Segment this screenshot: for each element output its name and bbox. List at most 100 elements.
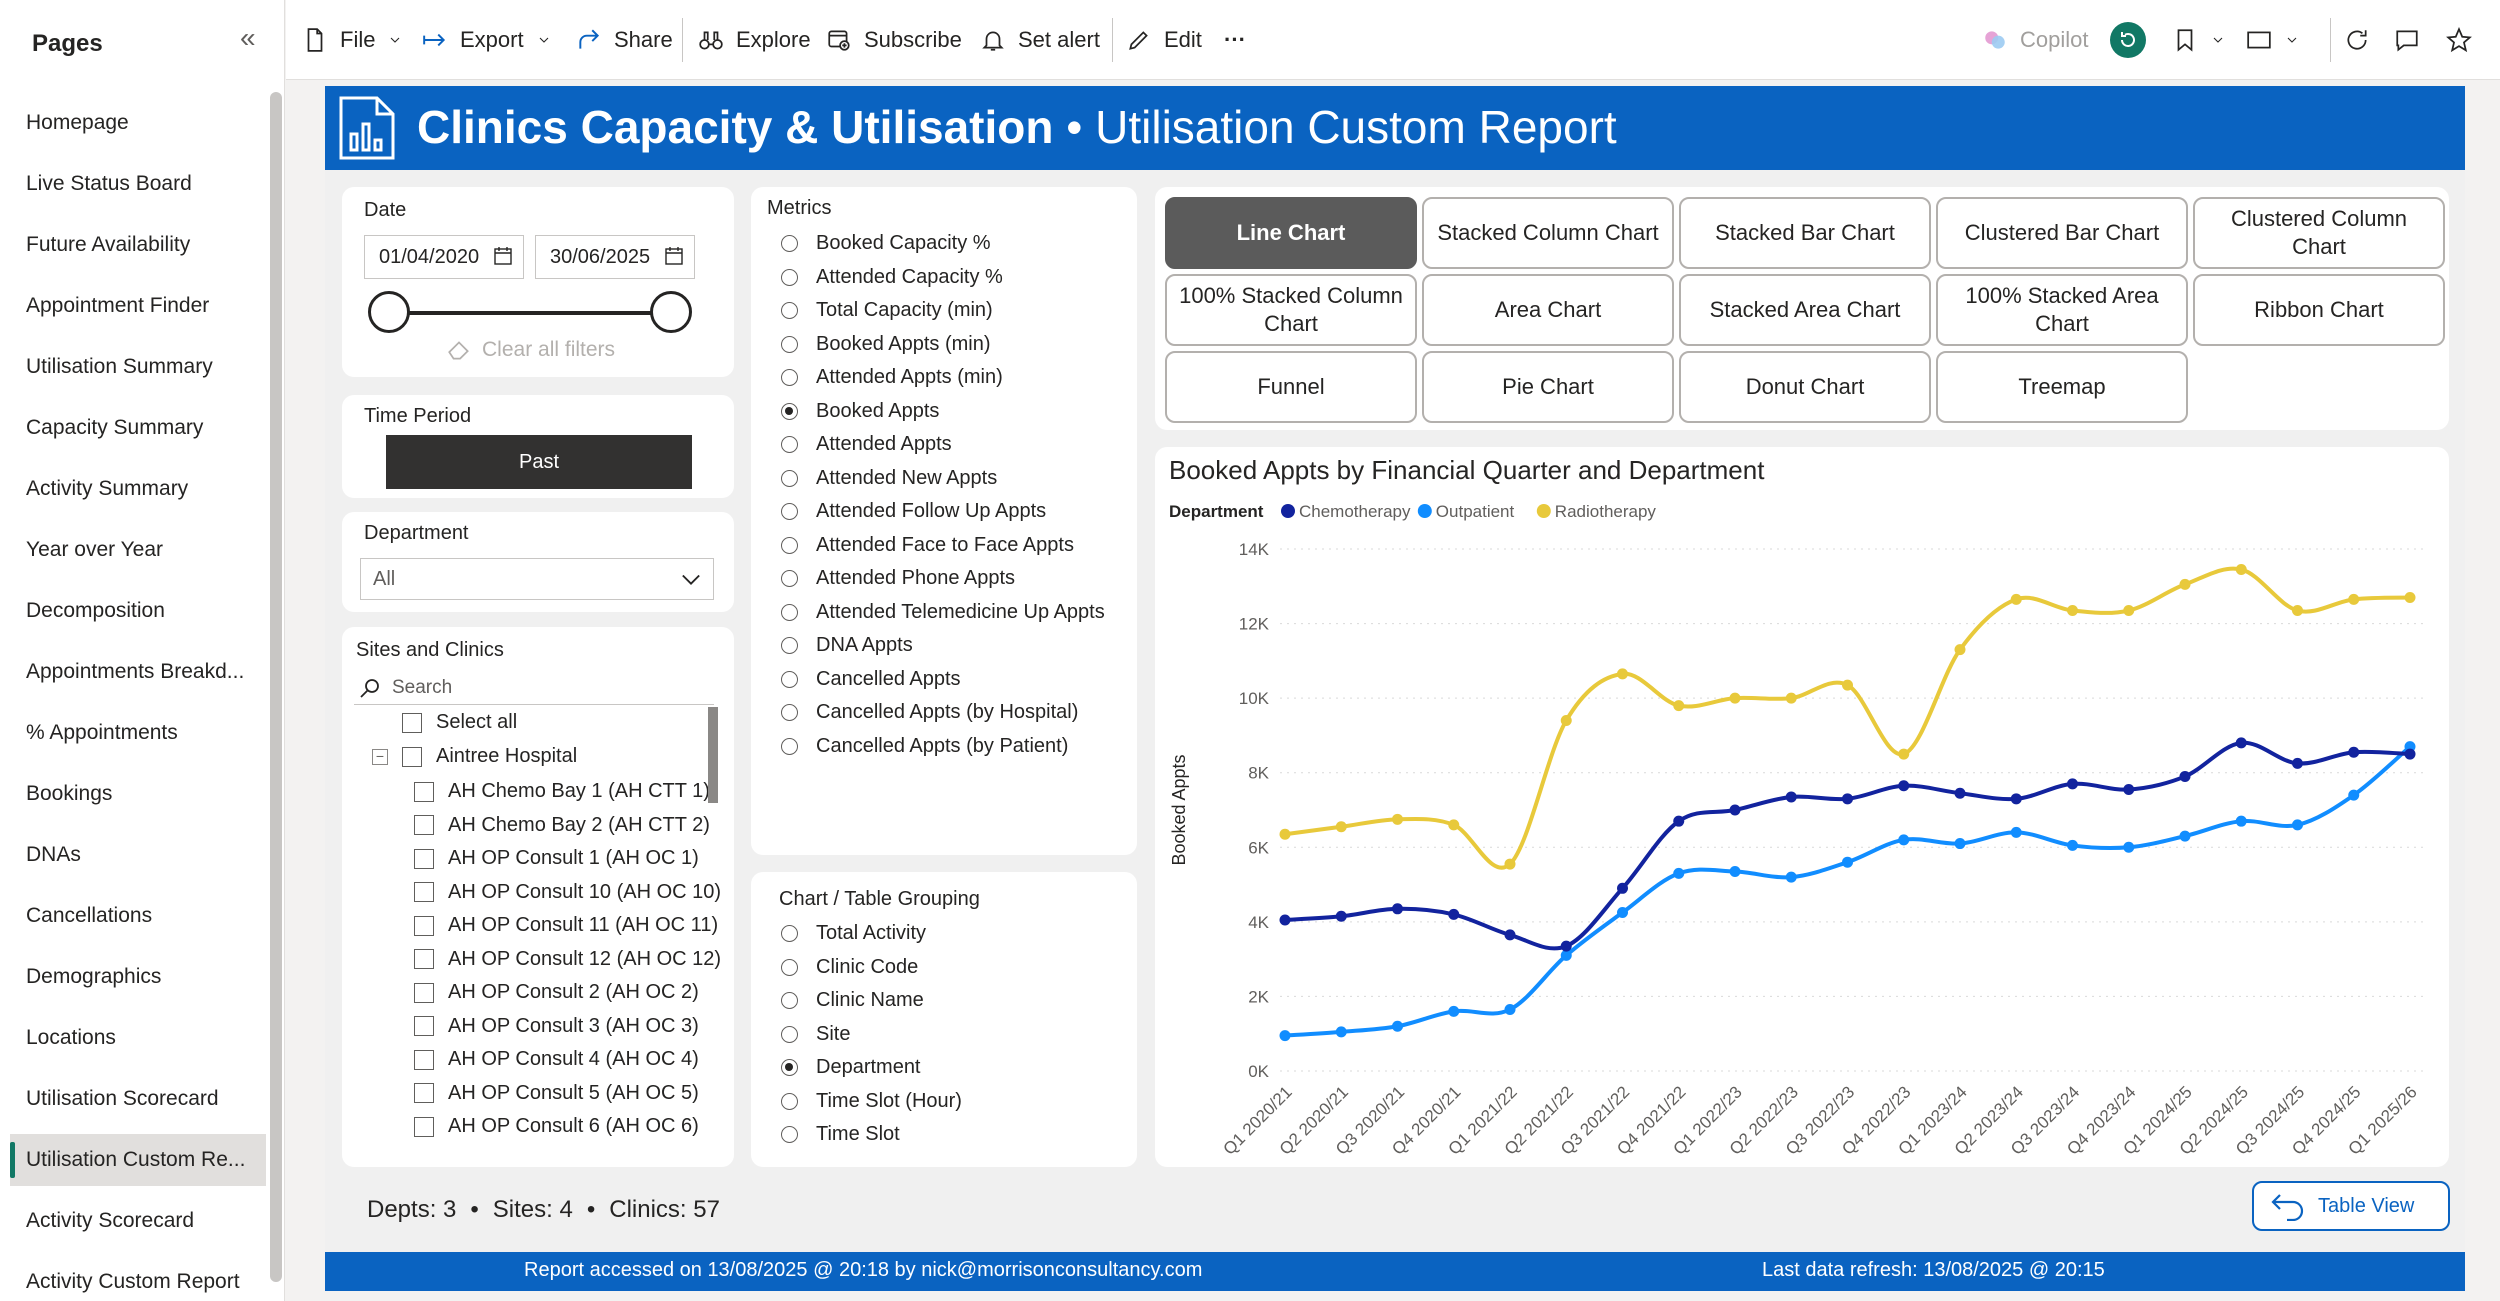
sidebar-page-item[interactable]: Demographics <box>26 965 162 988</box>
metric-option[interactable]: Attended Appts (min) <box>781 366 1003 389</box>
set-alert-button[interactable]: Set alert <box>980 20 1100 60</box>
sidebar-page-item[interactable]: Utilisation Custom Re... <box>10 1134 266 1186</box>
data-point[interactable] <box>2179 578 2191 590</box>
chart-type-button[interactable]: Stacked Bar Chart <box>1679 197 1931 269</box>
data-point[interactable] <box>1954 644 1966 656</box>
grouping-option[interactable]: Clinic Code <box>781 956 918 979</box>
metric-option[interactable]: Attended Phone Appts <box>781 567 1015 590</box>
data-point[interactable] <box>1617 668 1628 680</box>
legend-item[interactable]: Chemotherapy <box>1299 502 1411 521</box>
metric-option[interactable]: Cancelled Appts (by Patient) <box>781 735 1068 758</box>
clinic-checkbox[interactable]: AH Chemo Bay 2 (AH CTT 2) <box>414 814 710 837</box>
hospital-node[interactable]: − Aintree Hospital <box>372 745 577 768</box>
data-point[interactable] <box>1898 780 1910 792</box>
data-point[interactable] <box>2404 591 2416 603</box>
data-point[interactable] <box>1729 692 1741 704</box>
data-point[interactable] <box>1448 1005 1460 1017</box>
data-point[interactable] <box>2067 778 2078 790</box>
data-point[interactable] <box>1392 813 1403 825</box>
sidebar-page-item[interactable]: % Appointments <box>26 721 178 744</box>
data-point[interactable] <box>2010 826 2022 838</box>
grouping-option[interactable]: Department <box>781 1056 921 1079</box>
data-point[interactable] <box>2179 770 2191 782</box>
date-slider-start-handle[interactable] <box>368 291 410 333</box>
chart-type-button[interactable]: Funnel <box>1165 351 1417 423</box>
data-point[interactable] <box>1448 819 1460 831</box>
data-point[interactable] <box>2292 757 2303 769</box>
data-point[interactable] <box>1842 679 1853 691</box>
sidebar-page-item[interactable]: Activity Summary <box>26 477 189 500</box>
data-point[interactable] <box>1954 787 1966 799</box>
favorite-button[interactable] <box>2446 20 2472 60</box>
data-point[interactable] <box>1335 1026 1347 1038</box>
metric-option[interactable]: Attended Follow Up Appts <box>781 500 1046 523</box>
data-point[interactable] <box>1504 929 1516 941</box>
sidebar-page-item[interactable]: Live Status Board <box>26 172 192 195</box>
data-point[interactable] <box>2067 839 2078 851</box>
copilot-button[interactable]: Copilot <box>1982 20 2088 60</box>
share-button[interactable]: Share <box>576 20 673 60</box>
metric-option[interactable]: Attended Appts <box>781 433 952 456</box>
data-point[interactable] <box>1785 871 1797 883</box>
export-menu[interactable]: Export <box>422 20 552 60</box>
chart-type-button[interactable]: Donut Chart <box>1679 351 1931 423</box>
clinic-checkbox[interactable]: AH OP Consult 1 (AH OC 1) <box>414 847 699 870</box>
data-point[interactable] <box>2348 746 2360 758</box>
data-point[interactable] <box>1673 815 1685 827</box>
comments-button[interactable] <box>2394 20 2420 60</box>
data-point[interactable] <box>1842 856 1853 868</box>
sidebar-page-item[interactable]: Appointments Breakd... <box>26 660 245 683</box>
sidebar-page-item[interactable]: Locations <box>26 1026 116 1049</box>
department-dropdown[interactable]: All <box>360 558 714 600</box>
bookmark-menu[interactable] <box>2172 20 2226 60</box>
data-point[interactable] <box>2348 789 2360 801</box>
data-point[interactable] <box>2348 593 2360 605</box>
data-point[interactable] <box>2179 830 2191 842</box>
collapse-node-icon[interactable]: − <box>372 748 388 765</box>
chart-type-button[interactable]: Area Chart <box>1422 274 1674 346</box>
metric-option[interactable]: Attended Capacity % <box>781 266 1003 289</box>
clear-filters-button[interactable]: Clear all filters <box>446 337 615 363</box>
data-point[interactable] <box>1785 791 1797 803</box>
chart-type-button[interactable]: Stacked Area Chart <box>1679 274 1931 346</box>
data-point[interactable] <box>1785 692 1797 704</box>
data-point[interactable] <box>2010 593 2022 605</box>
date-to-input[interactable]: 30/06/2025 <box>535 235 695 279</box>
metric-option[interactable]: Total Capacity (min) <box>781 299 993 322</box>
view-menu[interactable] <box>2246 20 2300 60</box>
chart-type-button[interactable]: Treemap <box>1936 351 2188 423</box>
sidebar-page-item[interactable]: Capacity Summary <box>26 416 204 439</box>
grouping-option[interactable]: Time Slot (Hour) <box>781 1090 962 1113</box>
clinic-checkbox[interactable]: AH OP Consult 10 (AH OC 10) <box>414 881 721 904</box>
grouping-option[interactable]: Clinic Name <box>781 989 924 1012</box>
date-from-input[interactable]: 01/04/2020 <box>364 235 524 279</box>
time-period-past-button[interactable]: Past <box>386 435 692 489</box>
file-menu[interactable]: File <box>302 20 403 60</box>
data-point[interactable] <box>1729 804 1741 816</box>
metric-option[interactable]: Attended Face to Face Appts <box>781 534 1074 557</box>
data-point[interactable] <box>2404 748 2416 760</box>
date-slider-end-handle[interactable] <box>650 291 692 333</box>
data-point[interactable] <box>1673 867 1685 879</box>
sidebar-page-item[interactable]: Future Availability <box>26 233 191 256</box>
data-point[interactable] <box>2123 783 2135 795</box>
reset-button[interactable] <box>2110 20 2146 60</box>
chart-type-button[interactable]: Line Chart <box>1165 197 1417 269</box>
data-point[interactable] <box>2292 605 2303 617</box>
clinic-checkbox[interactable]: AH Chemo Bay 1 (AH CTT 1) <box>414 780 710 803</box>
data-point[interactable] <box>1560 949 1572 961</box>
data-point[interactable] <box>2235 815 2247 827</box>
legend-item[interactable]: Radiotherapy <box>1555 502 1657 521</box>
sidebar-page-item[interactable]: Utilisation Summary <box>26 355 213 378</box>
metric-option[interactable]: Attended Telemedicine Up Appts <box>781 601 1105 624</box>
metric-option[interactable]: Attended New Appts <box>781 467 997 490</box>
sidebar-page-item[interactable]: Decomposition <box>26 599 165 622</box>
chart-type-button[interactable]: Clustered Bar Chart <box>1936 197 2188 269</box>
table-view-button[interactable]: Table View <box>2252 1181 2450 1231</box>
sidebar-page-item[interactable]: Cancellations <box>26 904 153 927</box>
data-point[interactable] <box>1279 828 1291 840</box>
explore-button[interactable]: Explore <box>698 20 811 60</box>
metric-option[interactable]: Booked Capacity % <box>781 232 991 255</box>
clinic-checkbox[interactable]: AH OP Consult 4 (AH OC 4) <box>414 1048 699 1071</box>
sidebar-page-item[interactable]: Appointment Finder <box>26 294 210 317</box>
